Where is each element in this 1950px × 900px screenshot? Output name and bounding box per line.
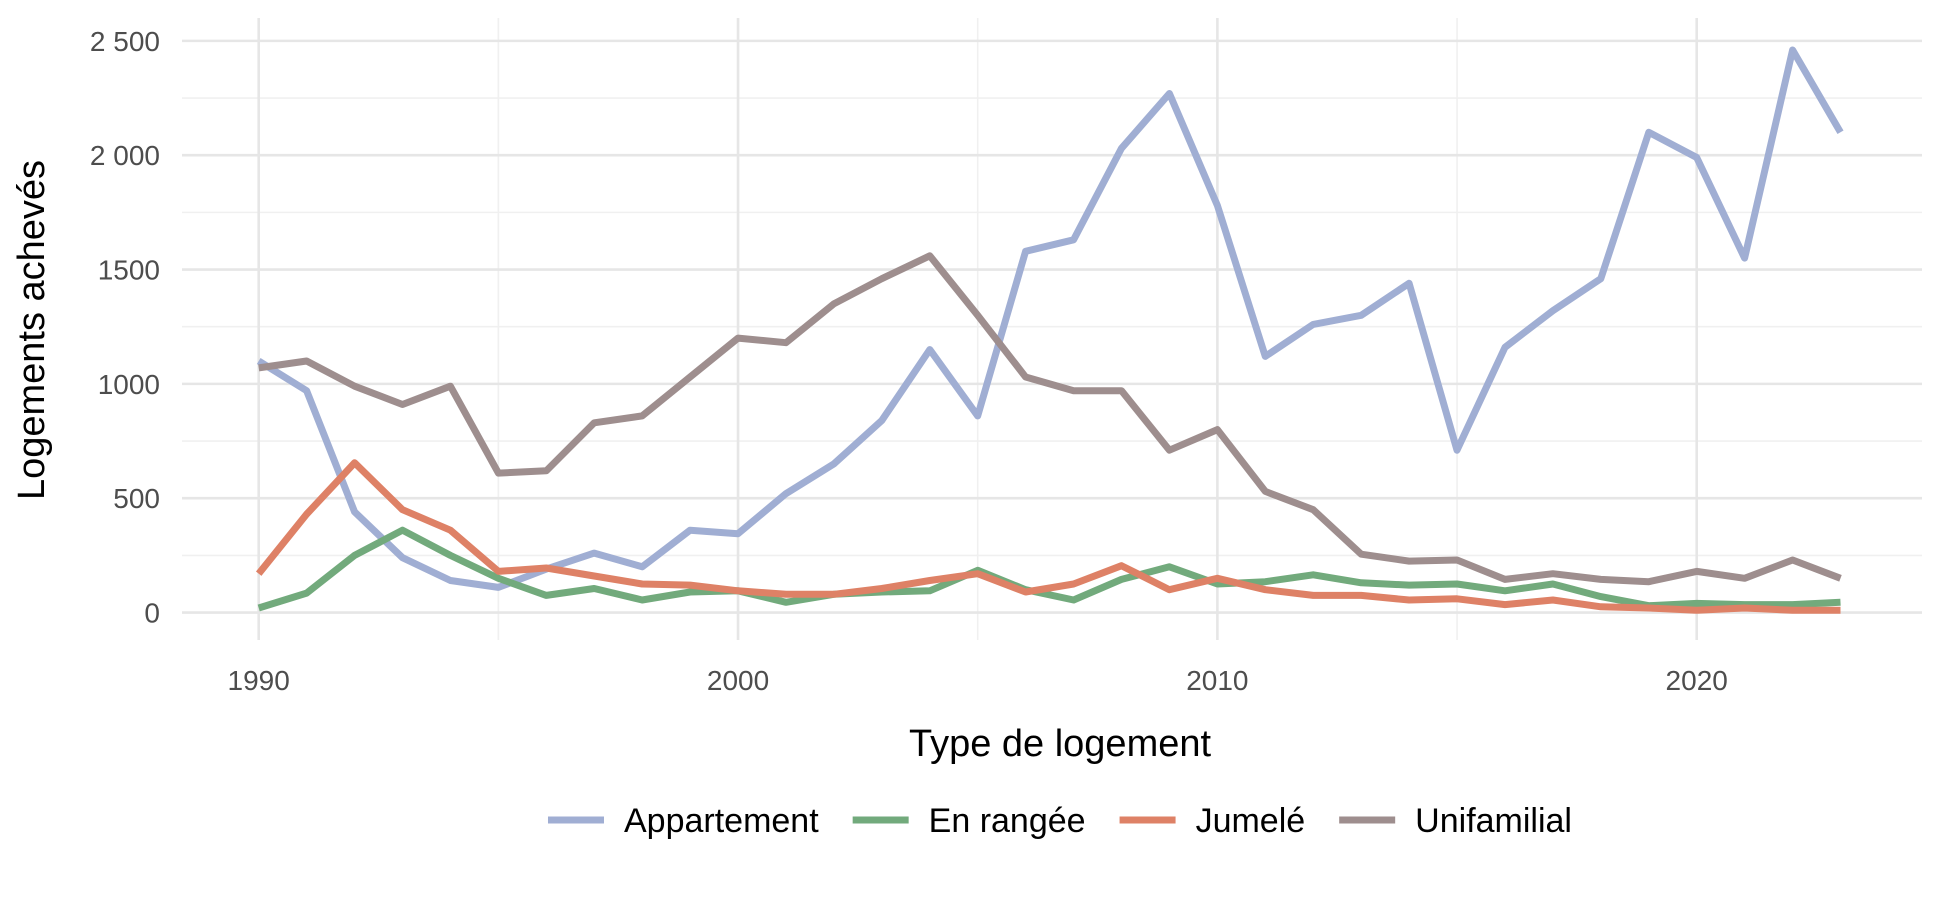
y-tick-label: 0 <box>144 598 160 629</box>
series-line-appartement <box>256 46 1844 591</box>
legend-label: Jumelé <box>1196 802 1306 840</box>
series-line-en-rang-e <box>257 526 1841 612</box>
series-line-jumel- <box>255 459 1841 614</box>
y-axis-title: Logements achevés <box>11 160 53 500</box>
x-tick-label: 2010 <box>1186 665 1248 696</box>
series-lines <box>255 46 1844 614</box>
grid <box>182 18 1922 640</box>
y-tick-label: 2 000 <box>90 140 160 171</box>
x-tick-label: 2000 <box>707 665 769 696</box>
legend: Appartement En rangée Jumelé Unifamilial <box>547 802 1572 840</box>
y-tick-label: 500 <box>113 483 160 514</box>
x-axis-title: Type de logement <box>909 723 1212 765</box>
y-tick-label: 2 500 <box>90 26 160 57</box>
legend-label: Unifamilial <box>1415 802 1572 840</box>
series-line-unifamilial <box>258 252 1842 586</box>
x-tick-label: 1990 <box>228 665 290 696</box>
legend-label: En rangée <box>929 802 1086 840</box>
x-tick-label: 2020 <box>1666 665 1728 696</box>
y-tick-label: 1000 <box>98 369 160 400</box>
y-tick-label: 1500 <box>98 255 160 286</box>
legend-label: Appartement <box>624 802 819 840</box>
